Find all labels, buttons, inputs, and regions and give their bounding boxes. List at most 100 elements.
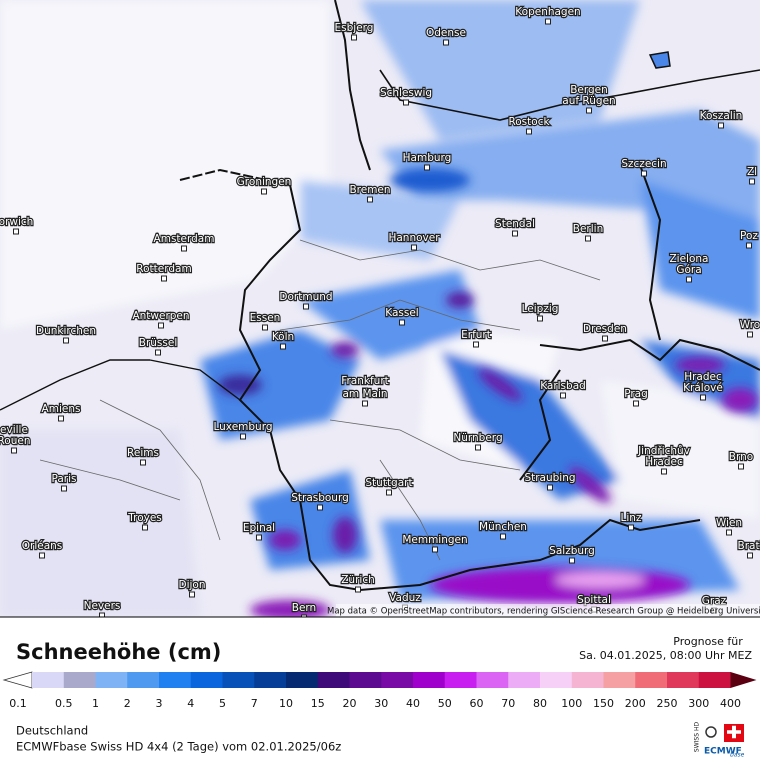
colorbar-tick-label: 7 [251, 697, 258, 710]
city-label: auf Rügen [562, 95, 615, 107]
city-label: Dijon [179, 579, 206, 591]
snow-heavy [218, 168, 758, 617]
city-label: Erfurt [461, 329, 491, 341]
attribution-bg [336, 604, 760, 617]
city-marker [61, 485, 67, 492]
city-marker [749, 178, 755, 185]
city-label: Králové [683, 382, 723, 394]
logo-base: base [730, 752, 745, 759]
logo-swiss: SWISS HD [694, 722, 701, 753]
city-label: Linz [621, 512, 642, 524]
city-label: am Main [342, 388, 387, 400]
colorbar-tick-label: 1 [92, 697, 99, 710]
city-marker [586, 107, 592, 114]
city-label: Brüssel [139, 337, 178, 349]
city-marker [545, 18, 551, 25]
colorbar-segment [476, 672, 509, 688]
city-marker [718, 122, 724, 129]
city-label: Wien [716, 517, 742, 529]
attribution: Map data © OpenStreetMap contributors, r… [327, 607, 760, 617]
city-label: Paris [52, 473, 77, 485]
city-marker [58, 415, 64, 422]
colorbar-tick-label: 10 [279, 697, 293, 710]
city-marker [628, 524, 634, 531]
city-marker [512, 230, 518, 237]
city-label: Jindřichův [637, 445, 690, 457]
city-marker [399, 319, 405, 326]
city-label: Brati [738, 540, 760, 552]
city-marker [362, 387, 368, 394]
city-marker [569, 557, 575, 564]
city-label: Zl [747, 166, 757, 178]
city-marker [432, 546, 438, 553]
city-marker [633, 400, 639, 407]
city-marker [537, 315, 543, 322]
city-marker [424, 164, 430, 171]
city-marker [181, 245, 187, 252]
city-marker [303, 303, 309, 310]
city-marker [686, 265, 692, 272]
city-label: Zielona [669, 253, 708, 265]
city-marker [747, 331, 753, 338]
city-label: Antwerpen [132, 310, 189, 322]
city-labels: Kopenhagen Esbjerg Odense Schleswig Bergenau… [0, 5, 760, 617]
colorbar-tick-label: 50 [438, 697, 452, 710]
city-label: Góra [676, 264, 701, 276]
colorbar-tick-label: 15 [311, 697, 325, 710]
city-marker [411, 244, 417, 251]
city-marker [155, 349, 161, 356]
colorbar-tick-label: 300 [688, 697, 709, 710]
city-marker [362, 400, 368, 407]
city-marker [256, 534, 262, 541]
city-label: Poz [740, 230, 758, 242]
city-marker [686, 276, 692, 283]
city-label: Troyes [127, 512, 162, 524]
city-marker [189, 591, 195, 598]
city-label: Prag [624, 388, 648, 400]
colorbar-tick-label: 3 [156, 697, 163, 710]
city-label: Dortmund [279, 291, 332, 303]
city-marker [142, 524, 148, 531]
model-info: ECMWFbase Swiss HD 4x4 (2 Tage) vom 02.0… [16, 740, 341, 754]
city-label: Berlin [573, 223, 603, 235]
city-label: Schleswig [380, 87, 432, 99]
city-label: Groningen [237, 176, 292, 188]
city-marker [661, 468, 667, 475]
city-label: Stendal [495, 218, 535, 230]
city-marker [11, 436, 17, 443]
colorbar-segment [698, 672, 731, 688]
city-label: Rouen [0, 435, 31, 447]
city-marker [746, 242, 752, 249]
city-label: Vaduz [389, 592, 421, 604]
city-label: Esbjerg [335, 22, 374, 34]
city-label: Kassel [385, 307, 418, 319]
colorbar-segment [444, 672, 477, 688]
city-marker [63, 337, 69, 344]
city-label: Hradec [645, 456, 683, 468]
city-label: Hradec [684, 371, 722, 383]
city-marker [140, 459, 146, 466]
colorbar-segment [635, 672, 668, 688]
colorbar-tick-label: 40 [406, 697, 420, 710]
city-marker [301, 614, 307, 617]
city-marker [473, 341, 479, 348]
city-marker [262, 324, 268, 331]
colorbar-start [2, 671, 33, 689]
city-marker [158, 322, 164, 329]
colorbar-tick-label: 0.5 [55, 697, 73, 710]
colorbar-segment [349, 672, 382, 688]
city-marker [39, 552, 45, 559]
colorbar-tick-label: 200 [625, 697, 646, 710]
logo-cross [727, 725, 741, 739]
city-marker [13, 228, 19, 235]
city-marker [586, 96, 592, 103]
colorbar-segment [286, 672, 319, 688]
city-marker [355, 586, 361, 593]
city-marker [700, 394, 706, 401]
colorbar-segment [159, 672, 192, 688]
colorbar-segment [63, 672, 96, 688]
city-marker [547, 484, 553, 491]
colorbar-tick-label: 400 [720, 697, 741, 710]
colorbar-tick-label: 20 [343, 697, 357, 710]
city-marker [11, 447, 17, 454]
